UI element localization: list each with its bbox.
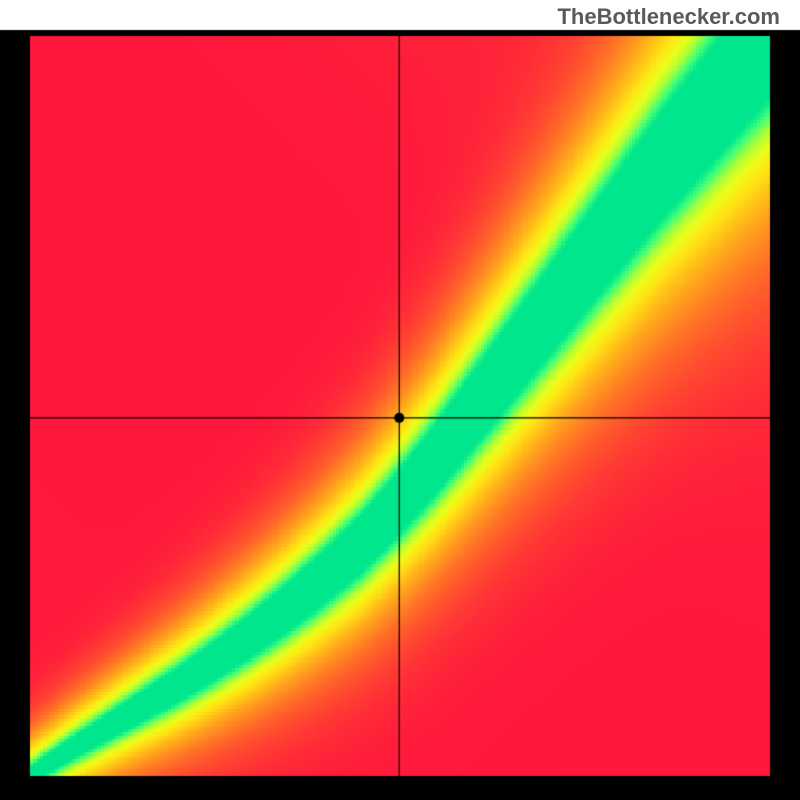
heatmap-canvas [0, 0, 800, 800]
chart-container: TheBottlenecker.com [0, 0, 800, 800]
watermark-text: TheBottlenecker.com [557, 4, 780, 30]
